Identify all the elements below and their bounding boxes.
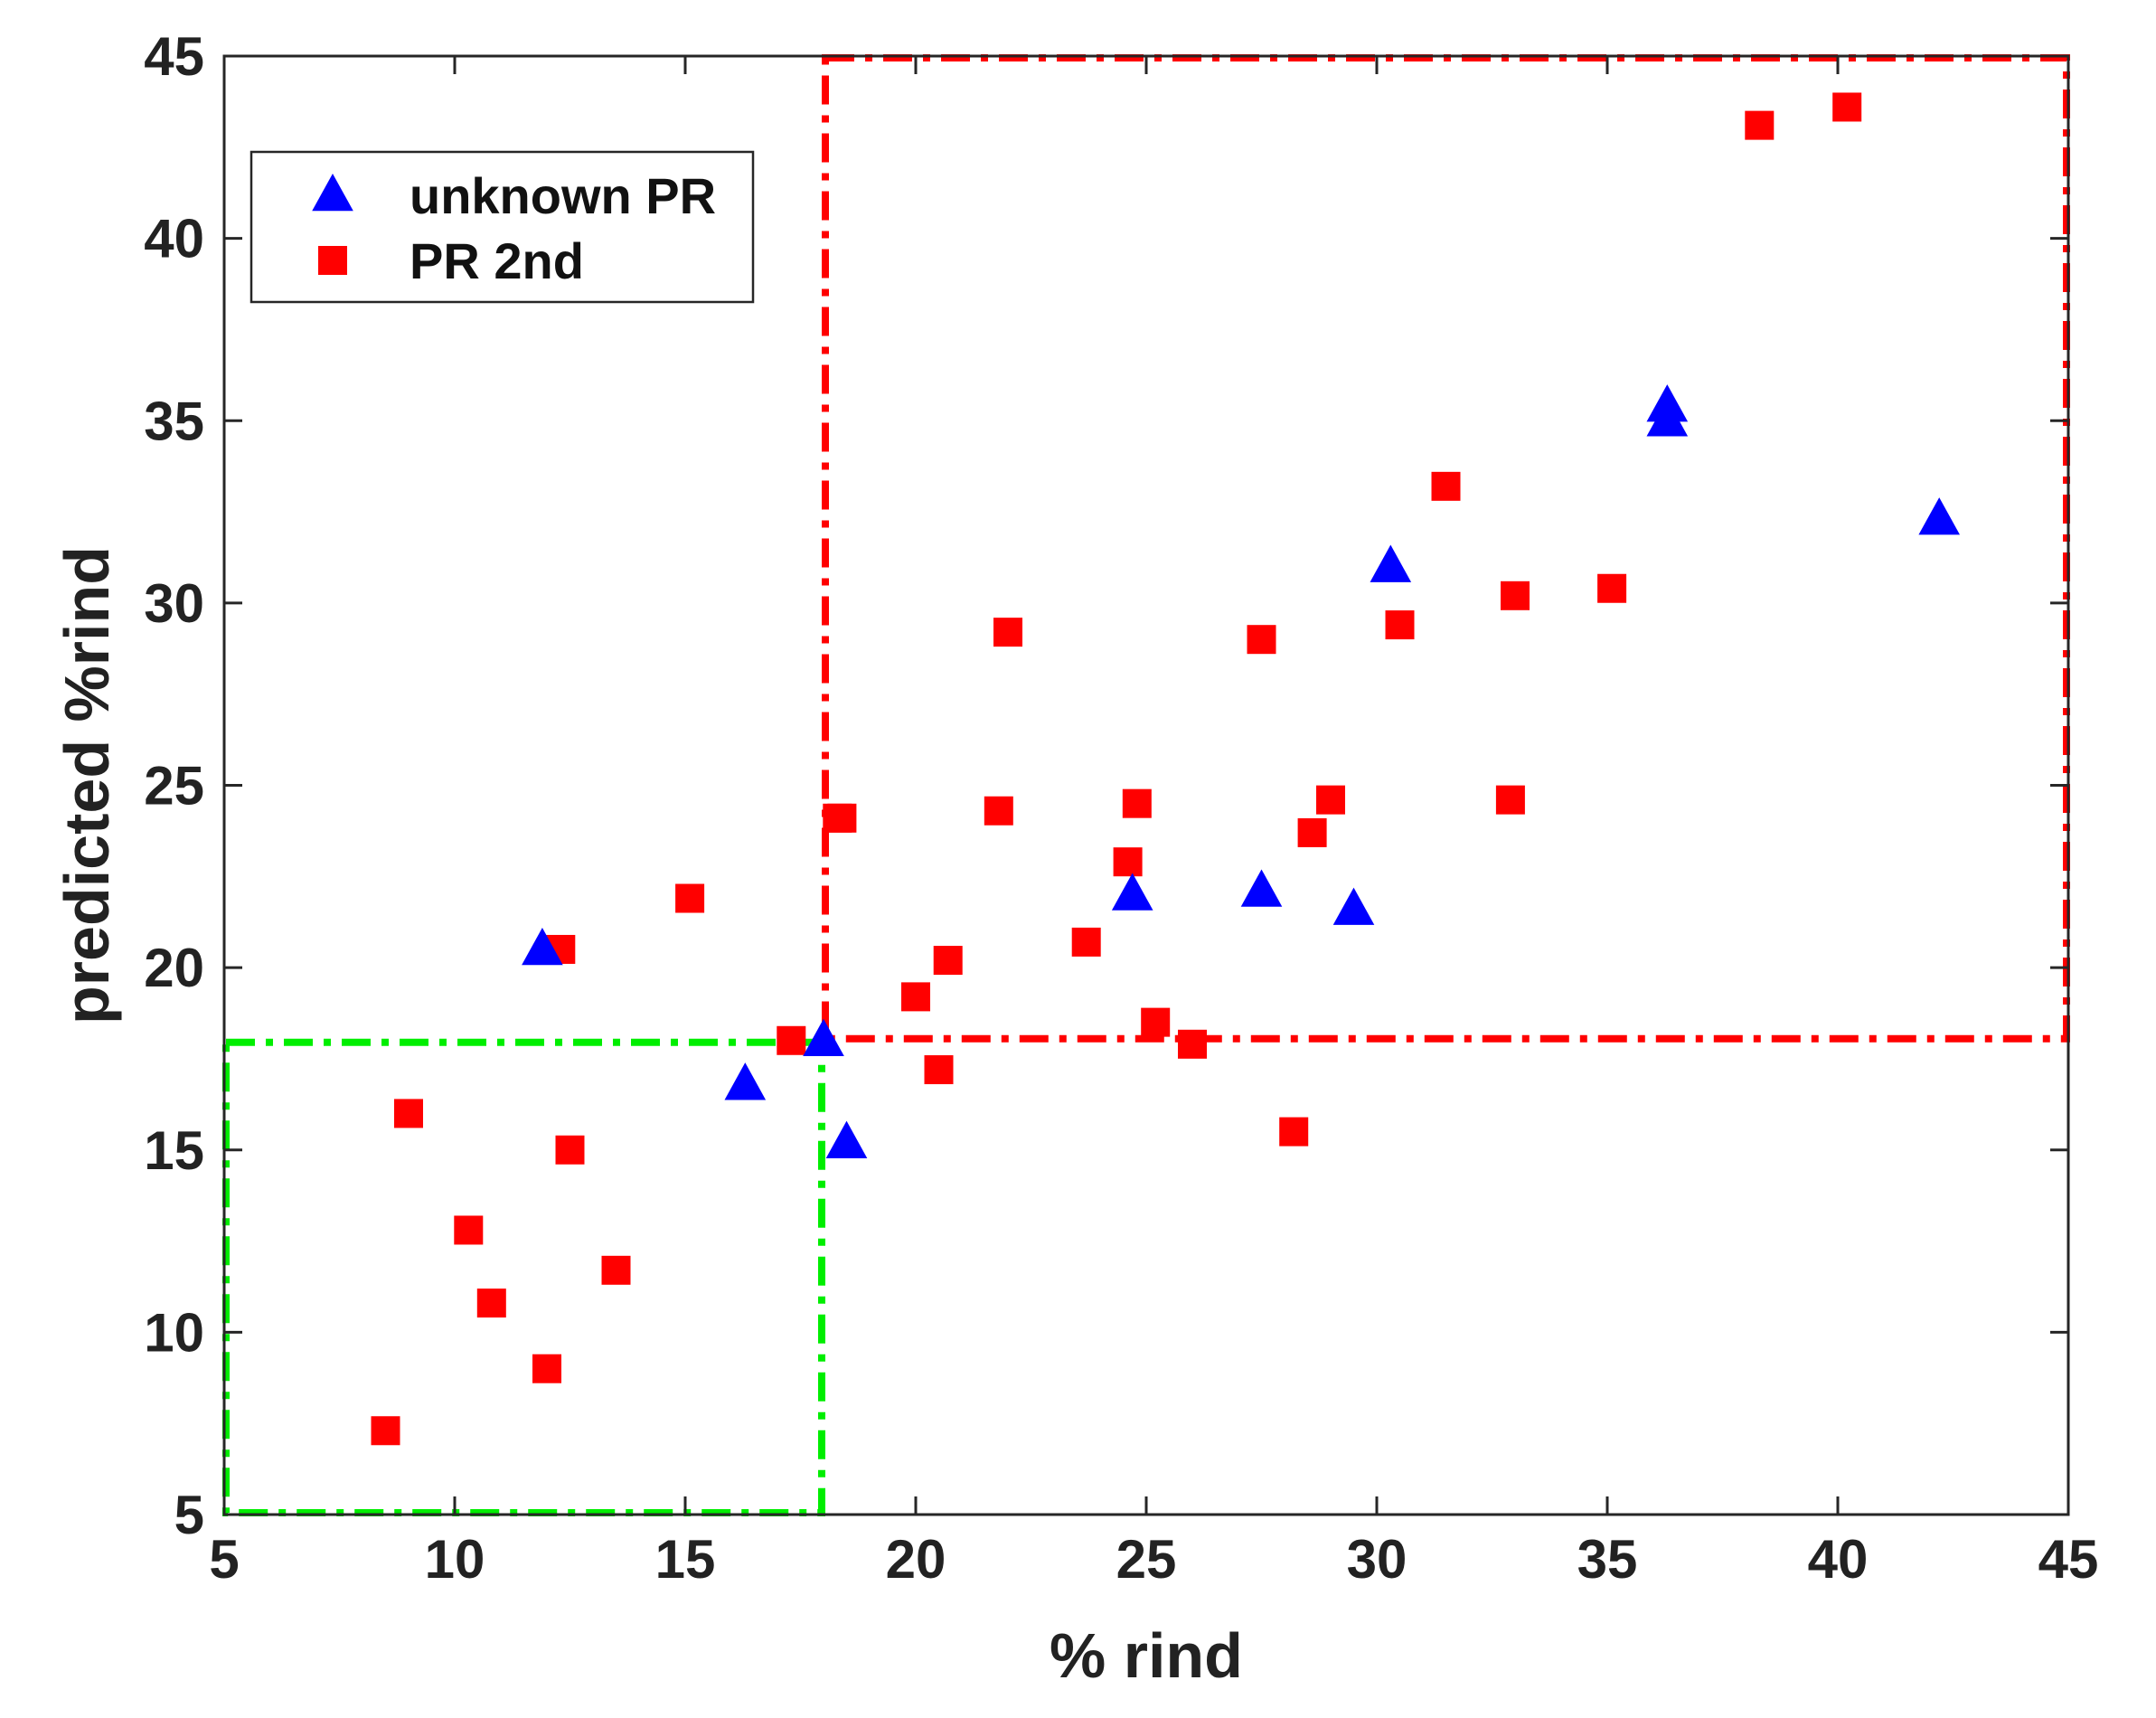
pr-2nd-point — [777, 1025, 806, 1055]
pr-2nd-point — [924, 1055, 954, 1085]
x-tick-label: 15 — [655, 1529, 716, 1590]
pr-2nd-point — [1597, 573, 1627, 603]
y-tick-label: 5 — [174, 1485, 204, 1545]
unknown-pr-point — [1918, 497, 1960, 535]
y-tick-label: 25 — [144, 756, 204, 817]
pr-2nd-point — [1297, 817, 1327, 847]
unknown-pr-point — [803, 1018, 844, 1057]
pr-2nd-point — [1501, 581, 1530, 610]
x-tick-label: 40 — [1808, 1529, 1869, 1590]
unknown-pr-point — [1240, 869, 1283, 907]
unknown-pr-point — [1332, 887, 1375, 925]
pr-2nd-point — [675, 883, 705, 913]
pr-2nd-point — [555, 1135, 585, 1165]
x-tick-label: 10 — [425, 1529, 485, 1590]
pr-2nd-point — [1832, 92, 1862, 122]
pr-2nd-point — [1122, 788, 1152, 818]
x-tick-label: 45 — [2038, 1529, 2099, 1590]
x-tick-label: 30 — [1347, 1529, 1408, 1590]
y-tick-label: 35 — [144, 391, 204, 451]
y-tick-label: 30 — [144, 573, 204, 634]
pr-2nd-point — [532, 1354, 561, 1383]
unknown-pr-point — [1370, 544, 1412, 582]
y-tick-label: 10 — [144, 1302, 204, 1363]
y-tick-label: 20 — [144, 938, 204, 998]
unknown-pr-point — [1646, 384, 1689, 422]
unknown-pr-point — [825, 1120, 868, 1158]
legend-square-icon — [318, 246, 347, 275]
x-tick-label: 5 — [209, 1529, 239, 1590]
x-tick-label: 35 — [1577, 1529, 1638, 1590]
x-axis-label: % rind — [1050, 1620, 1243, 1691]
pr-2nd-point — [1279, 1117, 1309, 1147]
pr-2nd-point — [1495, 785, 1525, 815]
pr-2nd-point — [1141, 1007, 1171, 1037]
pr-2nd-point — [827, 803, 857, 833]
pr-2nd-point — [394, 1099, 423, 1128]
legend-label: PR 2nd — [410, 232, 584, 289]
pr-2nd-point — [1745, 110, 1775, 140]
legend-label: unknown PR — [410, 167, 716, 224]
red-region-box — [822, 54, 2070, 1043]
y-axis-label: predicted %rind — [52, 546, 122, 1024]
y-tick-label: 40 — [144, 209, 204, 269]
pr-2nd-point — [1316, 785, 1345, 815]
pr-2nd-point — [371, 1416, 400, 1446]
pr-2nd-point — [984, 796, 1013, 826]
unknown-pr-point — [522, 927, 563, 966]
pr-2nd-point — [454, 1215, 484, 1245]
pr-2nd-point — [993, 618, 1022, 647]
pr-2nd-point — [933, 946, 963, 976]
pr-2nd-point — [901, 982, 930, 1012]
pr-2nd-point — [1178, 1029, 1207, 1059]
y-tick-label: 15 — [144, 1120, 204, 1181]
unknown-pr-point — [724, 1062, 767, 1100]
pr-2nd-point — [1113, 847, 1143, 877]
legend-triangle-icon — [312, 174, 353, 212]
pr-2nd-point — [601, 1255, 631, 1285]
legend-box — [249, 150, 755, 304]
pr-2nd-point — [1431, 471, 1461, 501]
pr-2nd-point — [476, 1288, 506, 1318]
unknown-pr-point — [1111, 873, 1153, 911]
x-tick-label: 25 — [1116, 1529, 1177, 1590]
pr-2nd-point — [1385, 610, 1415, 640]
pr-2nd-point — [1071, 927, 1101, 957]
green-region-box — [222, 1038, 825, 1516]
x-tick-label: 20 — [886, 1529, 946, 1590]
pr-2nd-point — [1247, 625, 1276, 655]
y-tick-label: 45 — [144, 26, 204, 87]
